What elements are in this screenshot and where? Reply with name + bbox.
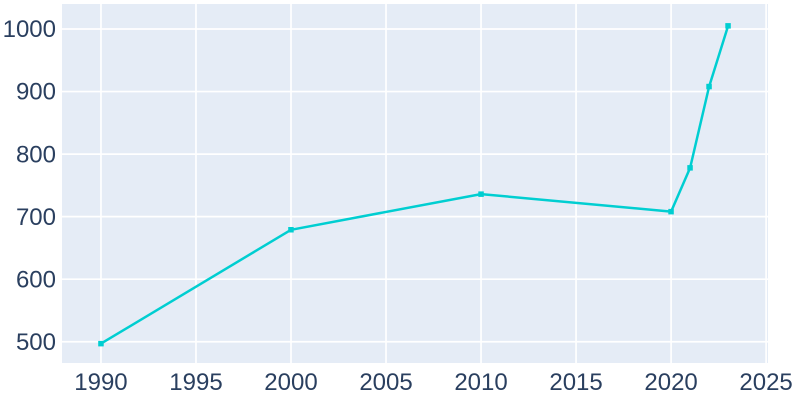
x-tick-label: 1995 <box>169 369 222 396</box>
y-tick-label: 600 <box>16 266 56 293</box>
x-tick-label: 2020 <box>644 369 697 396</box>
y-tick-label: 1000 <box>3 16 56 43</box>
y-tick-label: 700 <box>16 204 56 231</box>
x-tick-label: 2010 <box>454 369 507 396</box>
x-tick-label: 2025 <box>739 369 792 396</box>
data-point <box>478 191 484 197</box>
x-tick-label: 2005 <box>359 369 412 396</box>
data-point <box>288 227 294 233</box>
data-point <box>706 83 712 90</box>
data-point <box>98 340 104 347</box>
plot-area <box>62 4 768 363</box>
y-tick-label: 500 <box>16 329 56 356</box>
data-point <box>725 23 731 29</box>
y-tick-label: 800 <box>16 141 56 168</box>
y-tick-label: 900 <box>16 79 56 106</box>
data-point <box>668 208 674 215</box>
x-tick-label: 2000 <box>264 369 317 396</box>
data-point <box>687 165 693 171</box>
x-tick-label: 1990 <box>74 369 127 396</box>
x-tick-label: 2015 <box>549 369 602 396</box>
